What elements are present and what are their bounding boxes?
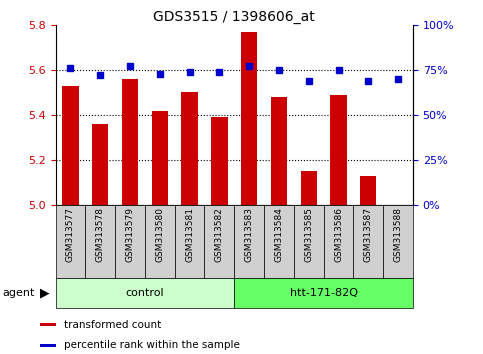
Text: htt-171-82Q: htt-171-82Q	[290, 288, 357, 298]
Bar	[85, 205, 115, 278]
Text: control: control	[126, 288, 164, 298]
Bar	[360, 176, 376, 205]
Text: GSM313586: GSM313586	[334, 207, 343, 263]
Text: GSM313583: GSM313583	[245, 207, 254, 263]
Bar	[234, 205, 264, 278]
Bar	[182, 92, 198, 205]
Bar	[115, 205, 145, 278]
Bar	[56, 205, 85, 278]
Bar	[56, 278, 234, 308]
Text: GSM313580: GSM313580	[156, 207, 164, 263]
Bar	[62, 86, 79, 205]
Text: GSM313585: GSM313585	[304, 207, 313, 263]
Bar	[175, 205, 204, 278]
Text: agent: agent	[2, 288, 35, 298]
Text: ▶: ▶	[40, 286, 49, 299]
Text: GSM313578: GSM313578	[96, 207, 105, 263]
Bar	[122, 79, 138, 205]
Bar	[300, 171, 317, 205]
Title: GDS3515 / 1398606_at: GDS3515 / 1398606_at	[154, 10, 315, 24]
Text: GSM313584: GSM313584	[274, 207, 284, 262]
Bar	[204, 205, 234, 278]
Bar	[354, 205, 383, 278]
Text: GSM313588: GSM313588	[394, 207, 402, 263]
Bar	[271, 97, 287, 205]
Bar	[40, 323, 56, 326]
Text: GSM313581: GSM313581	[185, 207, 194, 263]
Bar	[145, 205, 175, 278]
Bar	[152, 110, 168, 205]
Bar	[324, 205, 354, 278]
Text: GSM313577: GSM313577	[66, 207, 75, 263]
Text: GSM313587: GSM313587	[364, 207, 373, 263]
Bar	[330, 95, 347, 205]
Bar	[40, 344, 56, 347]
Text: percentile rank within the sample: percentile rank within the sample	[64, 340, 240, 350]
Bar	[294, 205, 324, 278]
Bar	[264, 205, 294, 278]
Text: transformed count: transformed count	[64, 320, 161, 330]
Bar	[234, 278, 413, 308]
Text: GSM313582: GSM313582	[215, 207, 224, 262]
Text: GSM313579: GSM313579	[126, 207, 134, 263]
Bar	[211, 117, 227, 205]
Bar	[241, 32, 257, 205]
Bar	[383, 205, 413, 278]
Bar	[92, 124, 108, 205]
